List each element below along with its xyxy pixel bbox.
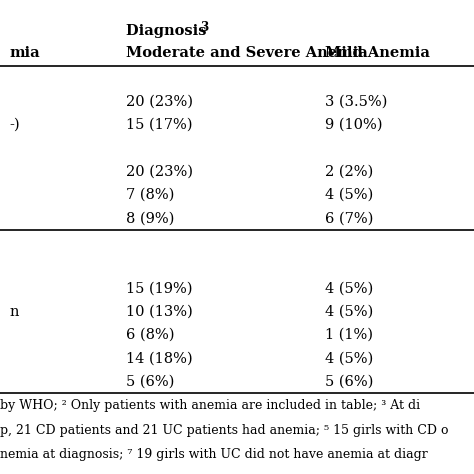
Text: mia: mia (9, 46, 40, 60)
Text: 5 (6%): 5 (6%) (126, 375, 174, 389)
Text: 20 (23%): 20 (23%) (126, 164, 192, 179)
Text: 14 (18%): 14 (18%) (126, 351, 192, 365)
Text: 8 (9%): 8 (9%) (126, 211, 174, 225)
Text: 15 (17%): 15 (17%) (126, 118, 192, 132)
Text: 5 (6%): 5 (6%) (325, 375, 373, 389)
Text: Moderate and Severe Anemia: Moderate and Severe Anemia (126, 46, 367, 60)
Text: 4 (5%): 4 (5%) (325, 281, 373, 295)
Text: 3: 3 (201, 21, 209, 34)
Text: p, 21 CD patients and 21 UC patients had anemia; ⁵ 15 girls with CD o: p, 21 CD patients and 21 UC patients had… (0, 424, 448, 437)
Text: 3 (3.5%): 3 (3.5%) (325, 94, 387, 109)
Text: 6 (7%): 6 (7%) (325, 211, 373, 225)
Text: 4 (5%): 4 (5%) (325, 188, 373, 202)
Text: 20 (23%): 20 (23%) (126, 94, 192, 109)
Text: 1 (1%): 1 (1%) (325, 328, 373, 342)
Text: 4 (5%): 4 (5%) (325, 351, 373, 365)
Text: Diagnosis: Diagnosis (126, 24, 211, 38)
Text: 15 (19%): 15 (19%) (126, 281, 192, 295)
Text: nemia at diagnosis; ⁷ 19 girls with UC did not have anemia at diagr: nemia at diagnosis; ⁷ 19 girls with UC d… (0, 448, 428, 461)
Text: 6 (8%): 6 (8%) (126, 328, 174, 342)
Text: 4 (5%): 4 (5%) (325, 305, 373, 319)
Text: 9 (10%): 9 (10%) (325, 118, 382, 132)
Text: -): -) (9, 118, 20, 132)
Text: n: n (9, 305, 19, 319)
Text: 2 (2%): 2 (2%) (325, 164, 373, 179)
Text: Mild Anemia: Mild Anemia (325, 46, 429, 60)
Text: 10 (13%): 10 (13%) (126, 305, 192, 319)
Text: by WHO; ² Only patients with anemia are included in table; ³ At di: by WHO; ² Only patients with anemia are … (0, 399, 420, 412)
Text: 7 (8%): 7 (8%) (126, 188, 174, 202)
